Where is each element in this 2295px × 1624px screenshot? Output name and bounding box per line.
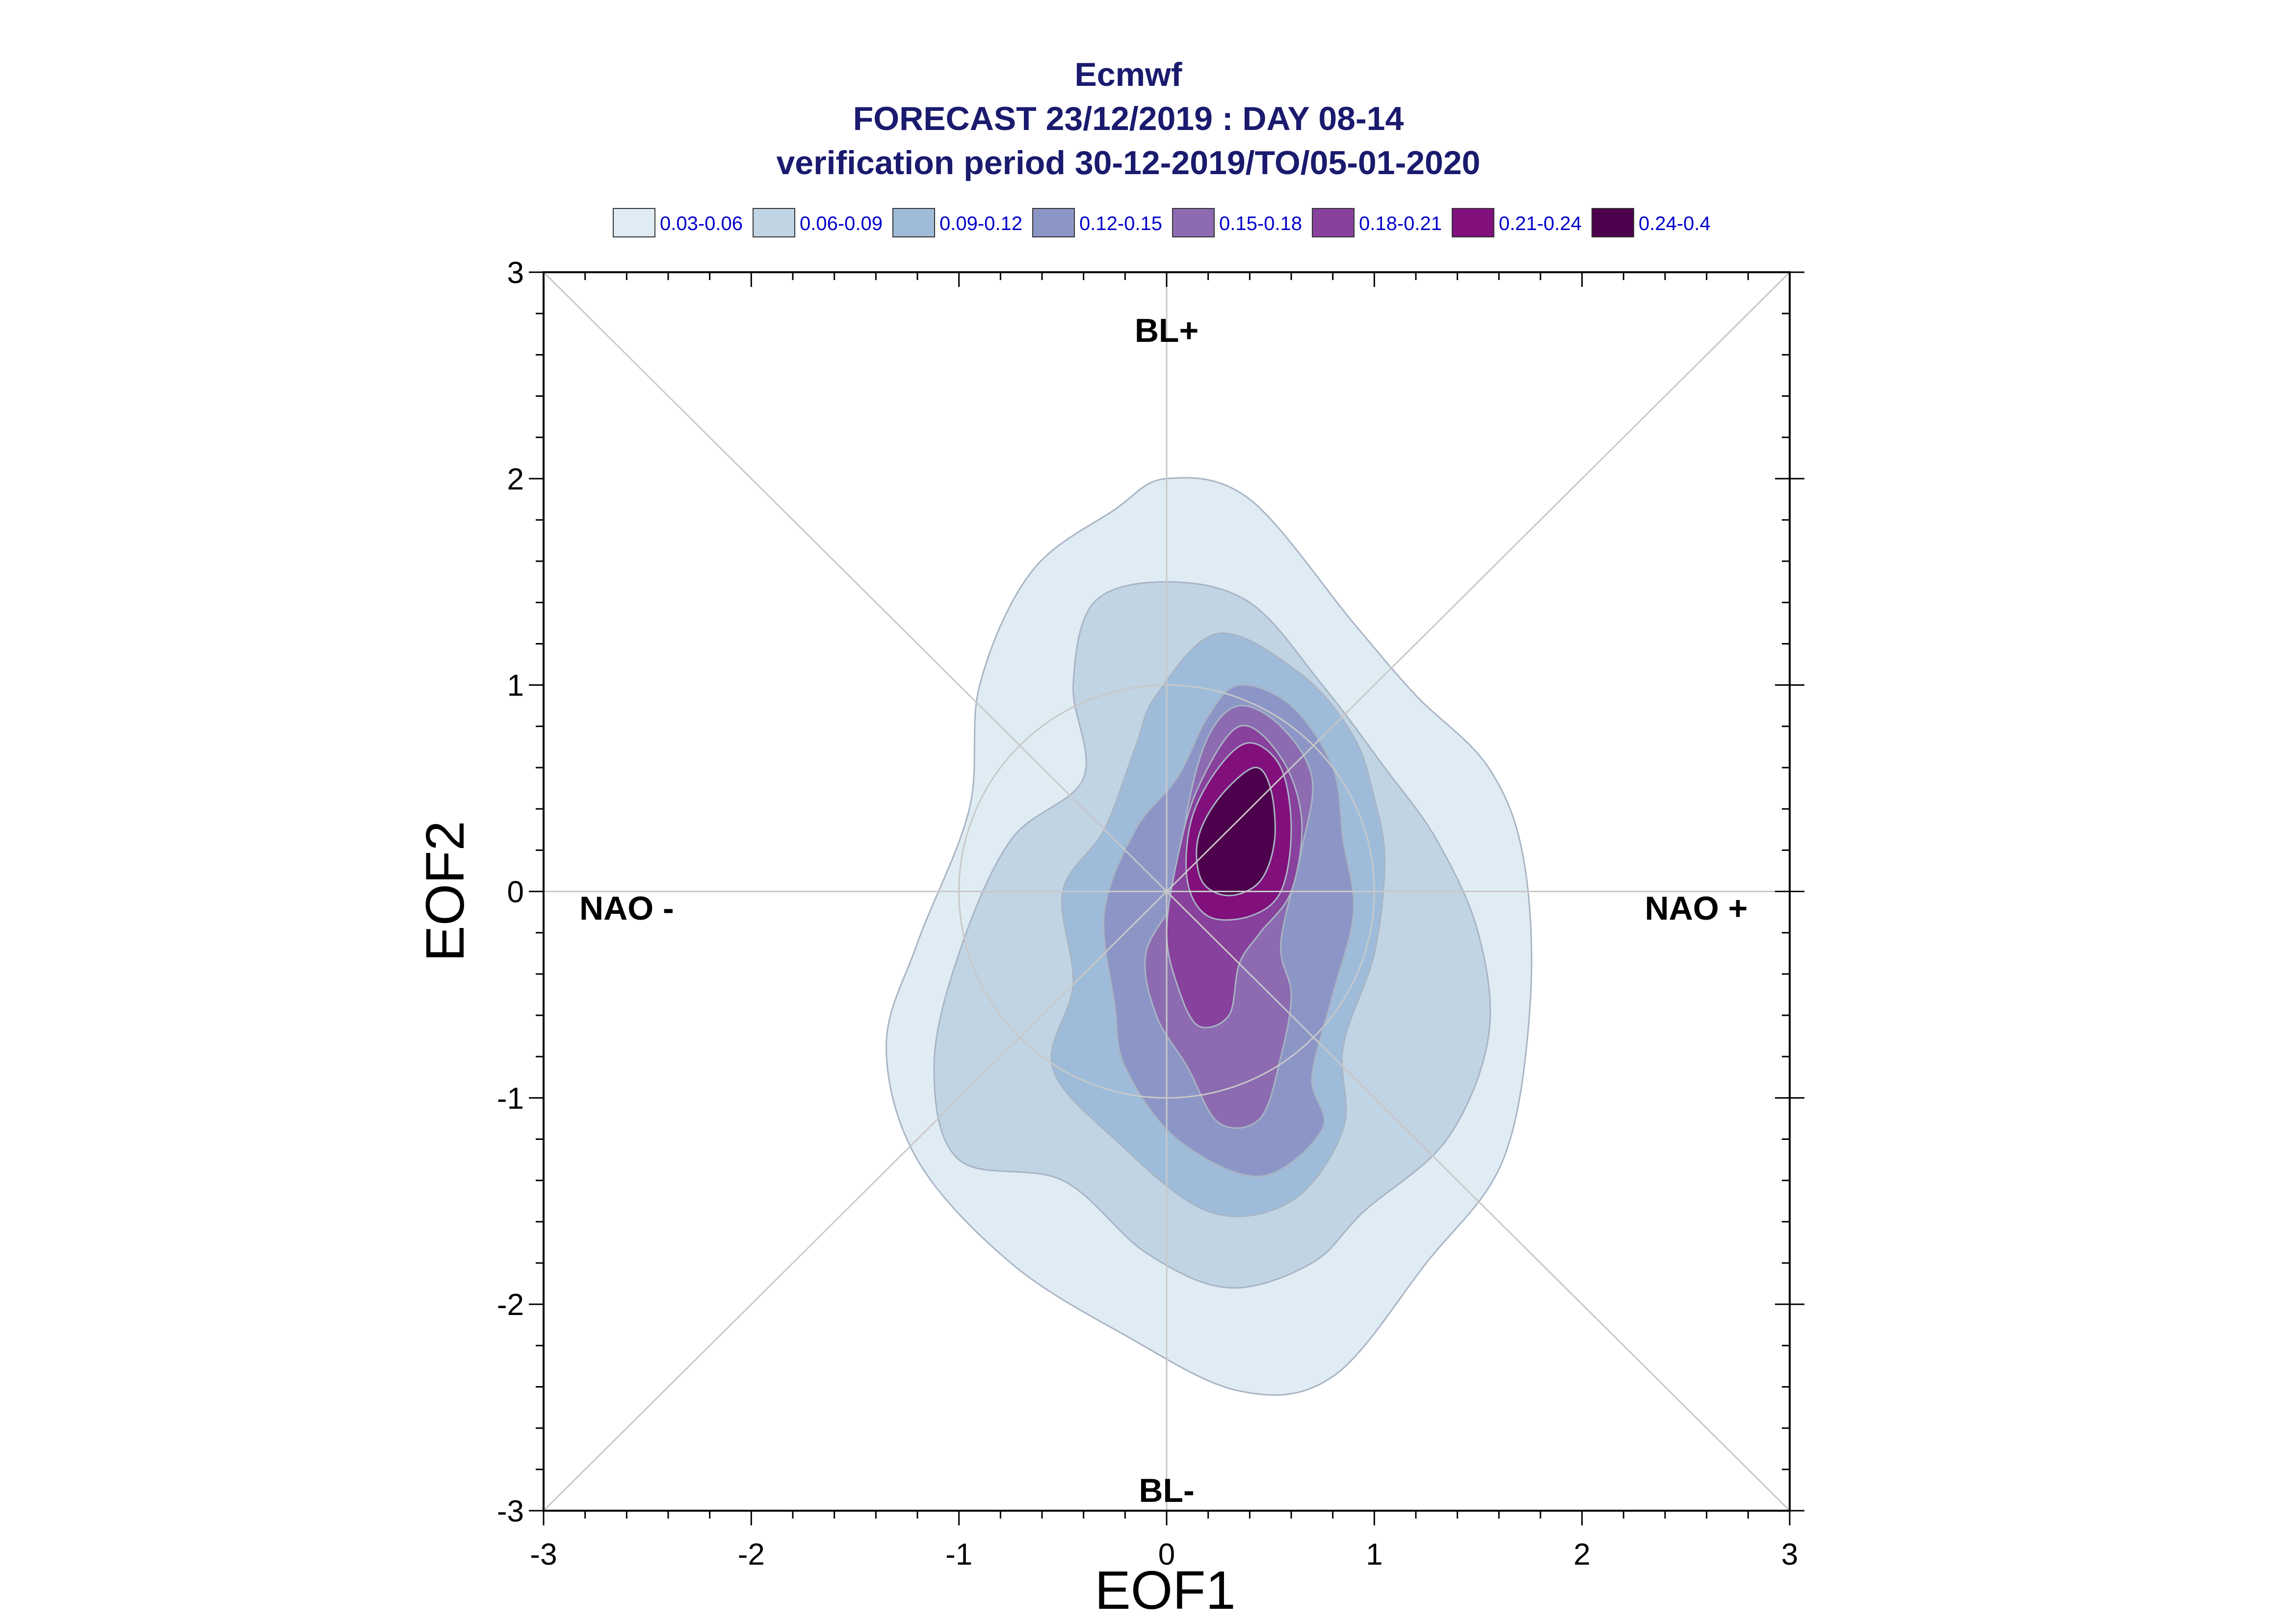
axis-ticks: -3 -2 -1 0 1 2 3 -3 -2 -1 0 1 2 3 (497, 256, 1804, 1572)
legend-label: 0.18-0.21 (1359, 213, 1442, 234)
chart-title: Ecmwf FORECAST 23/12/2019 : DAY 08-14 ve… (776, 56, 1480, 181)
x-tick-label: 0 (1158, 1538, 1175, 1572)
legend-label: 0.15-0.18 (1219, 213, 1302, 234)
y-tick-label: -2 (497, 1288, 524, 1322)
legend-swatch (1591, 208, 1634, 237)
legend-label: 0.03-0.06 (660, 213, 743, 234)
x-tick-label: -3 (530, 1538, 557, 1572)
guide-lines (543, 271, 1791, 1512)
density-contours (885, 477, 1533, 1396)
legend-label: 0.21-0.24 (1499, 213, 1582, 234)
regime-label: BL- (1139, 1472, 1194, 1509)
legend-swatch (1172, 208, 1215, 237)
legend-label: 0.12-0.15 (1079, 213, 1162, 234)
y-tick-label: 1 (507, 669, 524, 703)
legend-label: 0.09-0.12 (939, 213, 1022, 234)
title-line-1: Ecmwf (1074, 56, 1182, 93)
contour-0.24-0.4 (1196, 767, 1276, 897)
y-tick-label: 2 (507, 463, 524, 496)
regime-label: NAO + (1645, 890, 1748, 927)
y-tick-label: -1 (497, 1082, 524, 1115)
x-tick-label: 1 (1366, 1538, 1382, 1572)
regime-label: BL+ (1135, 312, 1199, 349)
title-line-2: FORECAST 23/12/2019 : DAY 08-14 (853, 100, 1404, 137)
legend-swatch (753, 208, 795, 237)
title-line-3: verification period 30-12-2019/TO/05-01-… (776, 144, 1480, 181)
x-tick-label: -1 (945, 1538, 972, 1572)
legend-swatch (1032, 208, 1075, 237)
y-tick-label: -3 (497, 1495, 524, 1528)
y-tick-label: 3 (507, 256, 524, 290)
regime-labels: BL+ BL- NAO - NAO + (579, 312, 1747, 1509)
legend-label: 0.24-0.4 (1639, 213, 1711, 234)
reference-circle (958, 684, 1375, 1099)
legend-label: 0.06-0.09 (800, 213, 883, 234)
legend-swatch (892, 208, 935, 237)
y-axis-label: EOF2 (415, 821, 475, 961)
regime-label: NAO - (579, 890, 674, 927)
x-tick-label: 2 (1573, 1538, 1590, 1572)
x-axis-label: EOF1 (1095, 1560, 1235, 1621)
x-tick-label: -2 (738, 1538, 765, 1572)
y-tick-label: 0 (507, 876, 524, 909)
chart-legend: 0.03-0.06 0.06-0.09 0.09-0.12 0.12-0.15 0.15… (613, 208, 1711, 237)
legend-swatch (1312, 208, 1355, 237)
legend-swatch (1452, 208, 1494, 237)
legend-swatch (613, 208, 655, 237)
x-tick-label: 3 (1781, 1538, 1798, 1572)
